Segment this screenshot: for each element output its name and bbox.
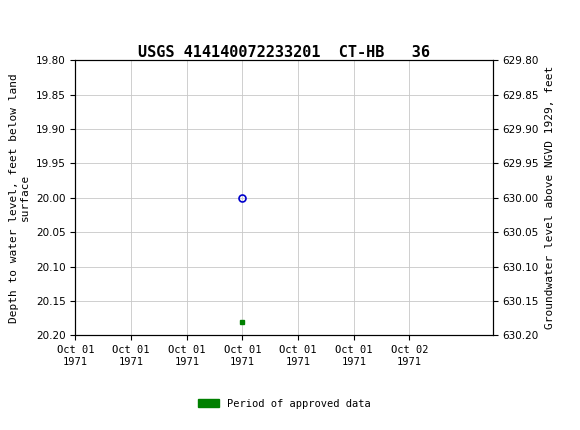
Text: USGS 414140072233201  CT-HB   36: USGS 414140072233201 CT-HB 36	[138, 45, 430, 60]
Legend: Period of approved data: Period of approved data	[194, 394, 375, 413]
Y-axis label: Depth to water level, feet below land
surface: Depth to water level, feet below land su…	[9, 73, 30, 322]
Text: USGS: USGS	[75, 11, 130, 29]
Y-axis label: Groundwater level above NGVD 1929, feet: Groundwater level above NGVD 1929, feet	[545, 66, 555, 329]
